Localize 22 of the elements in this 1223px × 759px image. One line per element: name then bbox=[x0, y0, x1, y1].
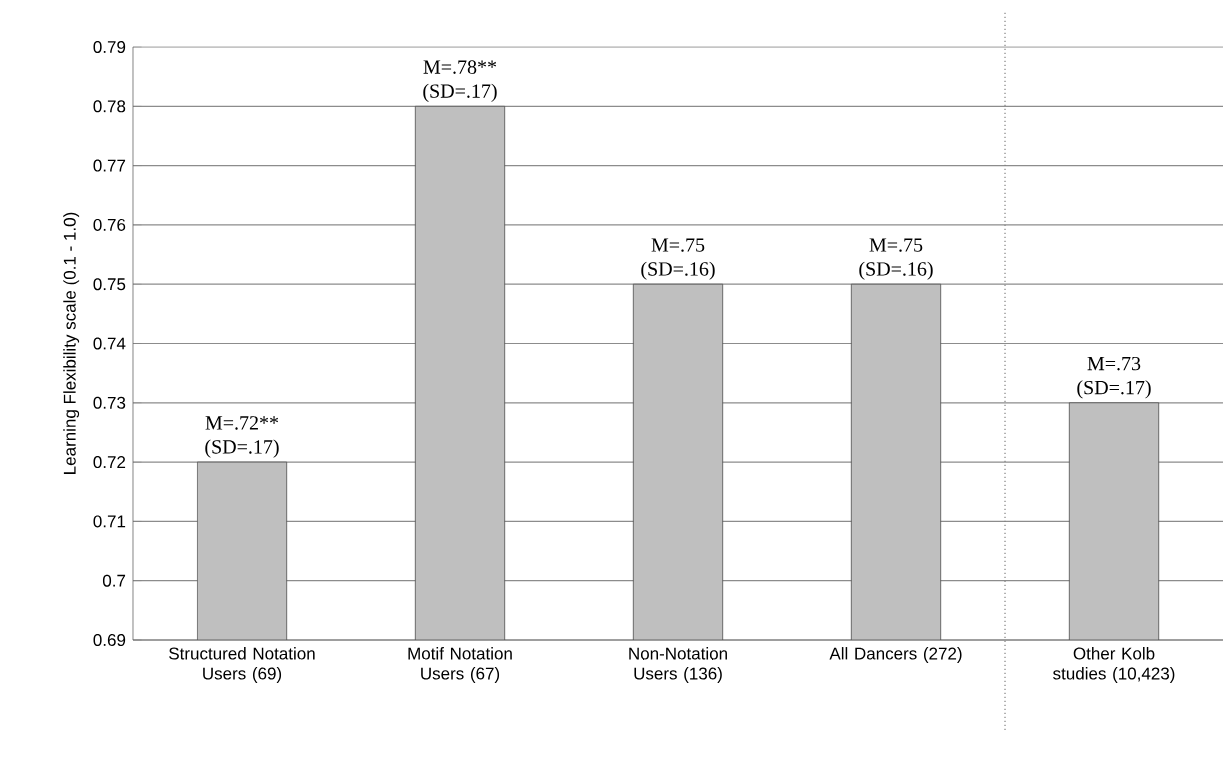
y-tick-label: 0.75 bbox=[93, 278, 126, 291]
y-tick-label: 0.72 bbox=[93, 456, 126, 469]
y-tick-label: 0.69 bbox=[93, 634, 126, 647]
y-tick-label: 0.79 bbox=[93, 40, 126, 53]
y-tick-label: 0.77 bbox=[93, 159, 126, 172]
data-label: M=.72** (SD=.17) bbox=[205, 416, 279, 458]
y-tick-label: 0.73 bbox=[93, 396, 126, 409]
data-label: M=.73 (SD=.17) bbox=[1077, 356, 1151, 399]
data-label: M=.75 (SD=.16) bbox=[641, 238, 715, 280]
x-tick-label: Other Kolb studies (10,423) bbox=[1053, 647, 1175, 683]
x-tick-label: Structured Notation Users (69) bbox=[169, 647, 315, 683]
data-label: M=.78** (SD=.17) bbox=[423, 60, 497, 102]
x-tick-label: All Dancers (272) bbox=[829, 647, 962, 663]
y-axis-title: Learning Flexibility scale (0.1 - 1.0) bbox=[63, 212, 80, 474]
data-label: M=.75 (SD=.16) bbox=[859, 238, 933, 280]
y-tick-label: 0.74 bbox=[93, 337, 126, 350]
y-tick-label: 0.7 bbox=[102, 574, 126, 587]
y-tick-label: 0.78 bbox=[93, 100, 126, 113]
x-tick-label: Motif Notation Users (67) bbox=[408, 647, 512, 683]
y-tick-label: 0.76 bbox=[93, 218, 126, 231]
y-tick-label: 0.71 bbox=[93, 515, 126, 528]
x-tick-label: Non-Notation Users (136) bbox=[629, 647, 727, 683]
